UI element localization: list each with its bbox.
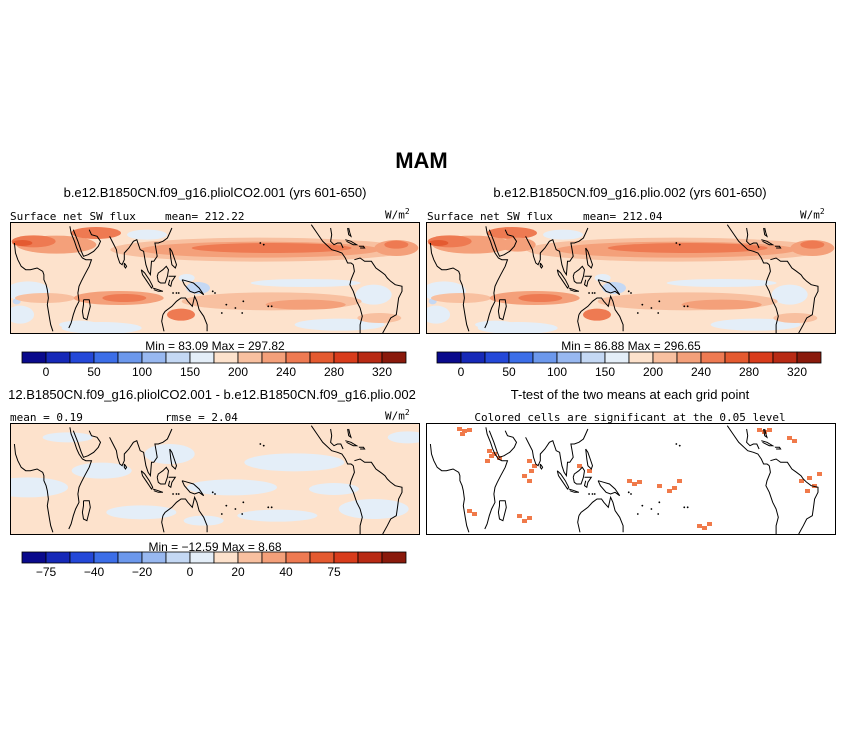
colorbar-swatch: [508, 351, 534, 364]
colorbar-swatch: [309, 351, 335, 364]
colorbar-tick-label: 200: [643, 365, 663, 379]
colorbar-swatch: [69, 551, 95, 564]
colorbar-swatch: [117, 551, 143, 564]
colorbar-tick-label: −40: [84, 565, 105, 579]
colorbar-swatch: [333, 551, 359, 564]
colorbar-swatch: [724, 351, 750, 364]
colorbar-swatch: [21, 551, 47, 564]
panel1-colorbar: 0 50 100 150 200 240 280 320: [21, 351, 407, 382]
panel1-mean-label: mean= 212.22: [165, 210, 245, 223]
panel3-title: 12.B1850CN.f09_g16.pliolCO2.001 - b.e12.…: [8, 387, 416, 402]
colorbar-swatch: [21, 351, 47, 364]
panel1-title: b.e12.B1850CN.f09_g16.pliolCO2.001 (yrs …: [63, 185, 367, 200]
colorbar-swatch: [285, 551, 311, 564]
colorbar-tick-label: 100: [547, 365, 567, 379]
panel2-mean-label: mean= 212.04: [583, 210, 663, 223]
colorbar-tick-label: 100: [132, 365, 152, 379]
colorbar-swatch: [261, 351, 287, 364]
colorbar-swatch: [213, 551, 239, 564]
panel2-variable-label: Surface net SW flux: [427, 210, 553, 223]
colorbar-tick-label: 280: [324, 365, 344, 379]
colorbar-tick-label: 75: [327, 565, 341, 579]
panel2-minmax: Min = 86.88 Max = 296.65: [561, 339, 701, 353]
colorbar-swatch: [357, 551, 383, 564]
colorbar-swatch: [676, 351, 702, 364]
colorbar-swatch: [628, 351, 654, 364]
panel4-map: [426, 423, 836, 535]
colorbar-swatch: [117, 351, 143, 364]
colorbar-swatch: [237, 351, 263, 364]
colorbar-swatch: [69, 351, 95, 364]
panel2-units: W/m2: [800, 207, 825, 222]
colorbar-swatch: [93, 551, 119, 564]
colorbar-tick-label: 320: [787, 365, 807, 379]
colorbar-swatch: [580, 351, 606, 364]
colorbar-tick-label: 150: [595, 365, 615, 379]
colorbar-tick-label: 20: [231, 565, 245, 579]
colorbar-swatch: [309, 551, 335, 564]
colorbar-swatch: [45, 551, 71, 564]
colorbar-tick-label: 0: [458, 365, 465, 379]
colorbar-swatch: [333, 351, 359, 364]
panel3-mean-label: mean = 0.19: [10, 411, 83, 424]
colorbar-swatch: [165, 551, 191, 564]
panel3-units: W/m2: [385, 408, 410, 423]
colorbar-swatch: [460, 351, 486, 364]
panel2-colorbar: 0 50 100 150 200 240 280 320: [436, 351, 822, 382]
colorbar-swatch: [261, 551, 287, 564]
colorbar-swatch: [748, 351, 774, 364]
panel1-map: [10, 222, 420, 334]
colorbar-swatch: [357, 351, 383, 364]
panel4-title: T-test of the two means at each grid poi…: [510, 387, 750, 402]
panel3-colorbar: −75 −40 −20 0 20 40 75: [21, 551, 407, 582]
colorbar-tick-label: 240: [691, 365, 711, 379]
colorbar-swatch: [532, 351, 558, 364]
colorbar-swatch: [213, 351, 239, 364]
colorbar-tick-label: 0: [187, 565, 194, 579]
colorbar-swatch: [556, 351, 582, 364]
colorbar-tick-label: 280: [739, 365, 759, 379]
colorbar-tick-label: −75: [36, 565, 57, 579]
colorbar-tick-label: 240: [276, 365, 296, 379]
colorbar-swatch: [772, 351, 798, 364]
panel2-map: [426, 222, 836, 334]
colorbar-tick-label: 150: [180, 365, 200, 379]
colorbar-tick-label: 0: [43, 365, 50, 379]
panel3-minmax: Min = −12.59 Max = 8.68: [148, 540, 282, 554]
panel1-units: W/m2: [385, 207, 410, 222]
colorbar-swatch: [165, 351, 191, 364]
colorbar-swatch: [604, 351, 630, 364]
panel3-map: [10, 423, 420, 535]
colorbar-swatch: [796, 351, 822, 364]
colorbar-swatch: [45, 351, 71, 364]
colorbar-tick-label: 50: [87, 365, 101, 379]
colorbar-swatch: [141, 551, 167, 564]
panel1-variable-label: Surface net SW flux: [10, 210, 136, 223]
colorbar-tick-label: 200: [228, 365, 248, 379]
panel2-title: b.e12.B1850CN.f09_g16.plio.002 (yrs 601-…: [493, 185, 767, 200]
colorbar-swatch: [189, 351, 215, 364]
figure-title: MAM: [395, 148, 448, 173]
colorbar-swatch: [285, 351, 311, 364]
colorbar-swatch: [93, 351, 119, 364]
colorbar-swatch: [652, 351, 678, 364]
colorbar-tick-label: −20: [132, 565, 153, 579]
colorbar-tick-label: 50: [502, 365, 516, 379]
colorbar-swatch: [141, 351, 167, 364]
colorbar-swatch: [237, 551, 263, 564]
colorbar-swatch: [436, 351, 462, 364]
panel4-subtitle: Colored cells are significant at the 0.0…: [474, 411, 786, 424]
colorbar-swatch: [484, 351, 510, 364]
panel1-minmax: Min = 83.09 Max = 297.82: [145, 339, 285, 353]
colorbar-tick-label: 40: [279, 565, 293, 579]
colorbar-swatch: [381, 551, 407, 564]
colorbar-swatch: [189, 551, 215, 564]
colorbar-tick-label: 320: [372, 365, 392, 379]
panel3-rmse-label: rmse = 2.04: [165, 411, 238, 424]
colorbar-swatch: [700, 351, 726, 364]
colorbar-swatch: [381, 351, 407, 364]
